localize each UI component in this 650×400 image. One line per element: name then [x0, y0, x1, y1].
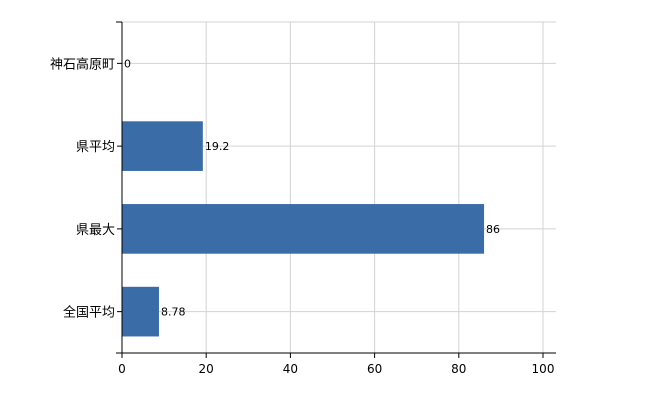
data-label-3: 8.78 [161, 306, 186, 319]
data-label-0: 0 [124, 57, 131, 70]
x-tick-label-1: 20 [199, 362, 214, 376]
bar-3 [122, 286, 159, 337]
data-label-1: 19.2 [205, 140, 230, 153]
category-label-3: 全国平均 [63, 305, 115, 321]
x-tick-label-0: 0 [118, 362, 126, 376]
x-tick-label-3: 60 [367, 362, 382, 376]
category-label-1: 県平均 [76, 140, 115, 155]
bar-2 [122, 204, 485, 254]
bars [122, 121, 485, 337]
category-label-2: 県最大 [76, 223, 115, 238]
x-tick-label-5: 100 [532, 362, 555, 376]
x-tick-label-2: 40 [283, 362, 298, 376]
x-tick-label-4: 80 [451, 362, 466, 376]
bar-1 [122, 121, 203, 171]
category-label-0: 神石高原町 [50, 56, 115, 72]
data-label-2: 86 [486, 223, 500, 236]
gridlines [122, 21, 556, 353]
axes [116, 21, 556, 358]
